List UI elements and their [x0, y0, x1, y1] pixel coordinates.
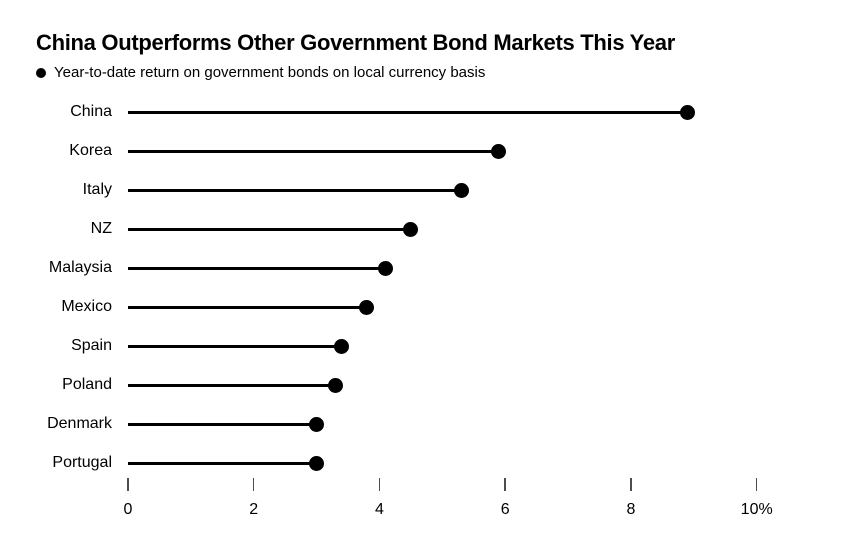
value-dot: [359, 299, 375, 315]
x-axis-tick-mark: [252, 478, 255, 491]
x-axis-tick-label: 6: [500, 501, 510, 518]
value-dot: [378, 260, 394, 276]
category-label: Denmark: [47, 415, 112, 432]
value-stem: [128, 344, 342, 348]
value-stem: [128, 227, 411, 231]
value-dot: [453, 182, 469, 198]
x-axis-tick-label: 10%: [740, 501, 773, 518]
x-axis-tick-mark: [378, 478, 381, 491]
category-label: China: [70, 103, 112, 120]
value-stem: [128, 461, 317, 465]
category-label: NZ: [90, 220, 112, 237]
legend: Year-to-date return on government bonds …: [36, 64, 485, 81]
category-label: Korea: [69, 142, 112, 159]
x-axis-tick-mark: [630, 478, 632, 491]
value-stem: [128, 305, 367, 309]
value-dot: [334, 338, 350, 354]
category-label: Portugal: [52, 454, 112, 471]
value-dot: [309, 455, 325, 471]
legend-label: Year-to-date return on government bonds …: [54, 64, 486, 81]
chart-title: China Outperforms Other Government Bond …: [36, 30, 675, 55]
value-dot: [680, 104, 696, 120]
legend-circle-icon: [36, 67, 46, 78]
value-stem: [128, 383, 336, 387]
value-stem: [128, 422, 317, 426]
x-axis-tick-mark: [755, 478, 758, 491]
x-axis-tick-mark: [127, 478, 129, 491]
value-dot: [309, 416, 325, 432]
value-dot: [403, 221, 419, 237]
category-label: Malaysia: [48, 259, 112, 276]
category-label: Mexico: [61, 298, 112, 315]
value-dot: [491, 143, 507, 159]
category-label: Italy: [82, 181, 112, 198]
value-stem: [128, 266, 386, 270]
x-axis-tick-label: 4: [375, 501, 384, 518]
value-stem: [128, 110, 688, 114]
value-dot: [327, 377, 343, 393]
x-axis-tick-mark: [504, 478, 506, 491]
x-axis-tick-label: 2: [249, 501, 259, 518]
value-stem: [128, 188, 462, 192]
x-axis-tick-label: 8: [626, 501, 636, 518]
x-axis-tick-label: 0: [123, 501, 133, 518]
category-label: Poland: [62, 376, 112, 393]
value-stem: [128, 149, 499, 153]
category-label: Spain: [71, 337, 112, 354]
